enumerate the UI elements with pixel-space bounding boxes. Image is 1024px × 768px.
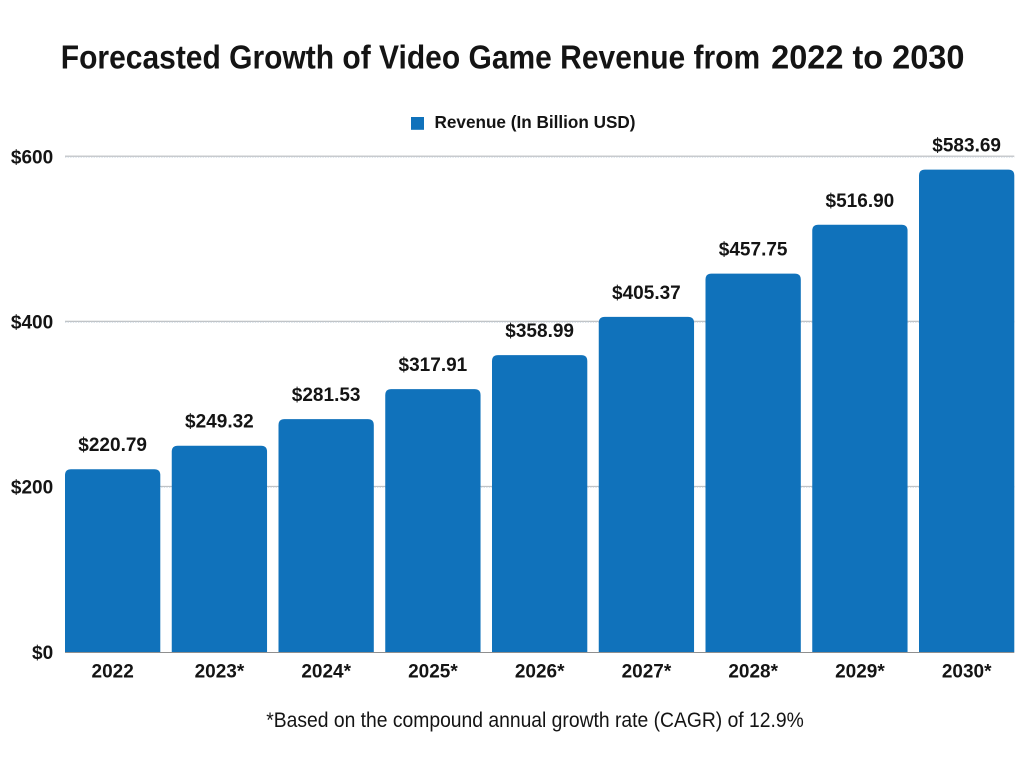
svg-text:$516.90: $516.90 — [826, 191, 895, 212]
svg-text:2022 to 2030: 2022 to 2030 — [771, 38, 964, 76]
svg-text:$0: $0 — [32, 643, 53, 664]
svg-text:2026*: 2026* — [515, 662, 565, 683]
svg-text:2029*: 2029* — [835, 662, 885, 683]
svg-text:2025*: 2025* — [408, 662, 458, 683]
svg-text:$317.91: $317.91 — [399, 355, 468, 376]
svg-text:$400: $400 — [11, 313, 53, 334]
svg-text:$405.37: $405.37 — [612, 283, 681, 304]
svg-text:$600: $600 — [11, 148, 53, 169]
svg-text:2023*: 2023* — [195, 662, 245, 683]
svg-text:2022: 2022 — [92, 662, 134, 683]
svg-text:$200: $200 — [11, 478, 53, 499]
svg-text:2028*: 2028* — [728, 662, 778, 683]
svg-text:$358.99: $358.99 — [505, 321, 574, 342]
svg-text:2024*: 2024* — [301, 662, 351, 683]
svg-text:Revenue (In Billion USD): Revenue (In Billion USD) — [435, 112, 636, 132]
svg-text:$220.79: $220.79 — [78, 435, 147, 456]
svg-text:2027*: 2027* — [622, 662, 672, 683]
svg-text:$457.75: $457.75 — [719, 240, 788, 261]
svg-text:$281.53: $281.53 — [292, 385, 361, 406]
svg-text:$249.32: $249.32 — [185, 412, 254, 433]
svg-text:Forecasted Growth of Video Gam: Forecasted Growth of Video Game Revenue … — [61, 38, 760, 76]
svg-text:*Based on the compound annual: *Based on the compound annual growth rat… — [266, 709, 804, 732]
svg-text:$583.69: $583.69 — [932, 136, 1001, 157]
svg-text:2030*: 2030* — [942, 662, 992, 683]
